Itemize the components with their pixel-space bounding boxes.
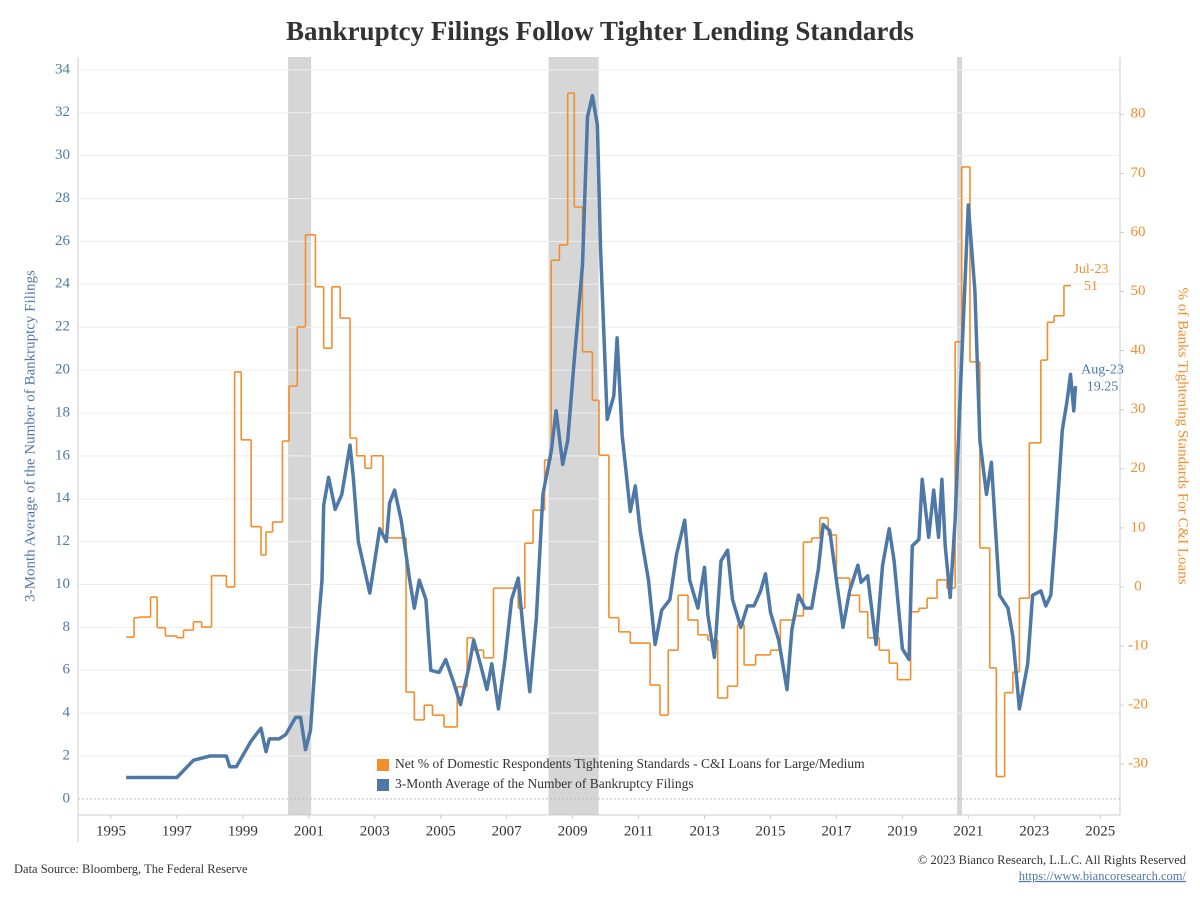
y-tick-label: 18 xyxy=(55,404,70,420)
annotation-value: 19.25 xyxy=(1087,379,1119,394)
x-tick-label: 2003 xyxy=(360,823,390,839)
y-tick-label: 10 xyxy=(55,576,70,592)
y-tick-label: 26 xyxy=(55,233,71,249)
x-tick-label: 1999 xyxy=(228,823,258,839)
y2-axis-title: % of Banks Tightening Standards For C&I … xyxy=(1175,287,1191,584)
y2-tick-label: 20 xyxy=(1131,460,1146,476)
y2-tick-label: -20 xyxy=(1128,697,1148,713)
legend-swatch xyxy=(377,779,389,791)
x-tick-label: 2005 xyxy=(426,823,456,839)
y2-tick-label: 60 xyxy=(1131,224,1146,240)
source-note: Data Source: Bloomberg, The Federal Rese… xyxy=(14,862,248,876)
series-line xyxy=(126,93,1078,780)
y-axis-title: 3-Month Average of the Number of Bankrup… xyxy=(22,270,38,602)
y2-tick-label: -30 xyxy=(1128,756,1148,772)
y2-tick-label: 80 xyxy=(1131,106,1146,122)
y2-tick-label: 10 xyxy=(1131,519,1146,535)
y2-tick-label: 50 xyxy=(1131,283,1146,299)
y-tick-label: 32 xyxy=(55,104,70,120)
x-tick-label: 2009 xyxy=(558,823,588,839)
y2-tick-label: 30 xyxy=(1131,401,1146,417)
annotation-label: Jul-23 xyxy=(1073,262,1108,277)
y-tick-label: 12 xyxy=(55,533,70,549)
y2-tick-label: 0 xyxy=(1134,578,1142,594)
y-tick-label: 14 xyxy=(55,490,71,506)
x-tick-label: 2015 xyxy=(755,823,785,839)
y-tick-label: 6 xyxy=(63,662,71,678)
y2-tick-label: 40 xyxy=(1131,342,1146,358)
legend-label: 3-Month Average of the Number of Bankrup… xyxy=(395,776,694,791)
x-tick-label: 2017 xyxy=(821,823,852,839)
legend-label: Net % of Domestic Respondents Tightening… xyxy=(395,756,865,771)
y2-tick-label: 70 xyxy=(1131,165,1146,181)
y-tick-label: 30 xyxy=(55,147,70,163)
y-tick-label: 34 xyxy=(55,61,71,77)
y-tick-label: 22 xyxy=(55,319,70,335)
legend-swatch xyxy=(377,759,389,771)
x-tick-label: 2013 xyxy=(690,823,720,839)
x-tick-label: 2019 xyxy=(887,823,917,839)
x-tick-label: 2021 xyxy=(953,823,983,839)
x-tick-label: 2023 xyxy=(1019,823,1049,839)
x-tick-label: 1995 xyxy=(96,823,126,839)
y-tick-label: 8 xyxy=(63,619,71,635)
copyright: © 2023 Bianco Research, L.L.C. All Right… xyxy=(918,853,1187,867)
y-tick-label: 4 xyxy=(63,705,71,721)
y-tick-label: 20 xyxy=(55,362,70,378)
y-tick-label: 2 xyxy=(63,747,71,763)
x-tick-label: 2025 xyxy=(1085,823,1115,839)
y2-tick-label: -10 xyxy=(1128,637,1148,653)
step-line xyxy=(126,92,1071,778)
annotation-label: Aug-23 xyxy=(1081,362,1124,377)
x-tick-label: 1997 xyxy=(162,823,193,839)
x-tick-label: 2001 xyxy=(294,823,324,839)
y-tick-label: 28 xyxy=(55,190,70,206)
x-tick-label: 2011 xyxy=(624,823,653,839)
annotation-value: 51 xyxy=(1084,279,1098,294)
x-tick-label: 2007 xyxy=(492,823,523,839)
y-tick-label: 0 xyxy=(63,790,71,806)
y-tick-label: 16 xyxy=(55,447,71,463)
website-link[interactable]: https://www.biancoresearch.com/ xyxy=(1019,869,1187,883)
chart-title: Bankruptcy Filings Follow Tighter Lendin… xyxy=(286,16,914,46)
recession-band xyxy=(288,57,312,815)
y-tick-label: 24 xyxy=(55,276,71,292)
